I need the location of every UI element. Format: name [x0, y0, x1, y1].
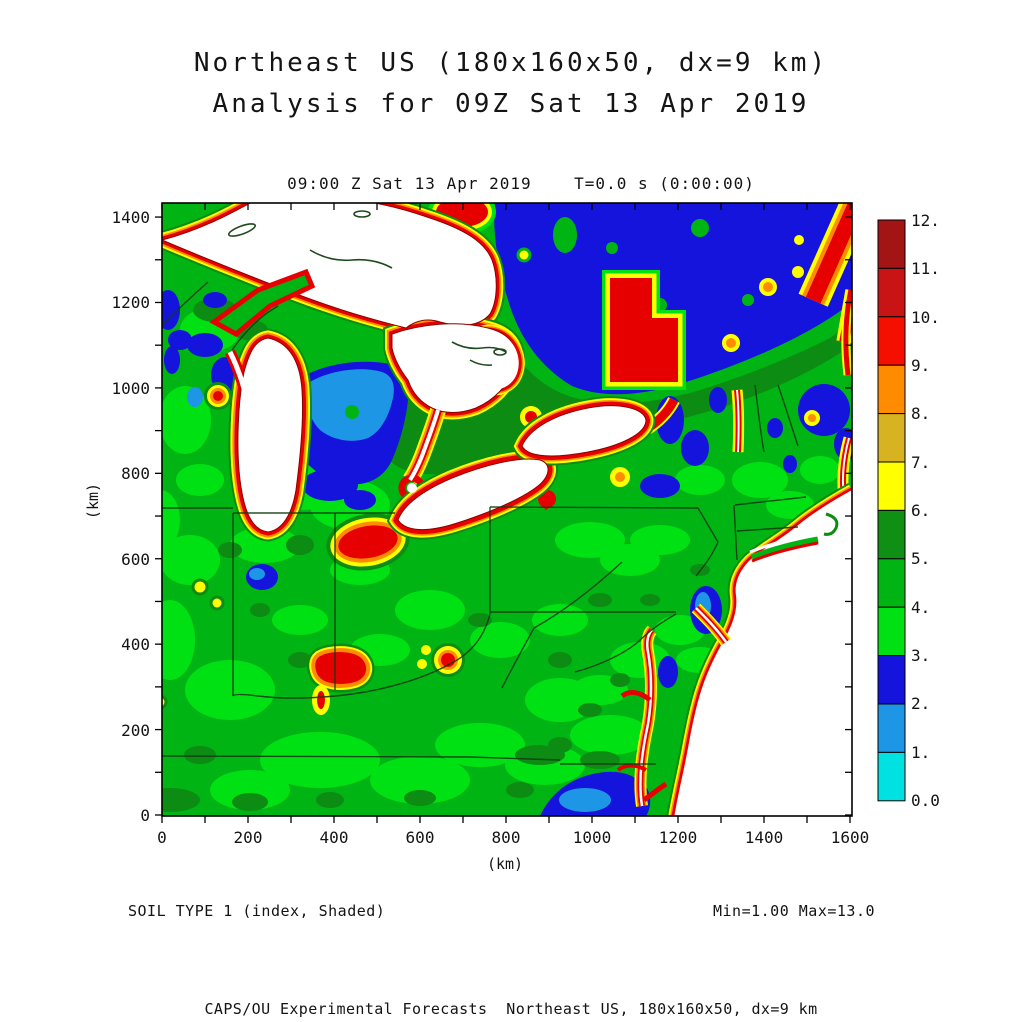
canada-blue-region: [494, 203, 852, 395]
cbar-label-3: 3.: [911, 646, 931, 665]
colorbar-seg-0-1: [877, 751, 906, 802]
keweenaw-peninsula: [209, 268, 316, 338]
y-tick-200: 200: [121, 721, 150, 740]
red-hotspots: [204, 203, 852, 715]
carolina-coast-blue: [540, 771, 651, 816]
field-caption: SOIL TYPE 1 (index, Shaded): [128, 902, 386, 920]
colorbar-seg-7-8: [877, 413, 906, 463]
y-tick-1200: 1200: [111, 293, 150, 312]
cbar-label-7: 7.: [911, 453, 931, 472]
colorbar-seg-4-5: [877, 558, 906, 608]
atlantic-coast: [616, 483, 852, 816]
colorbar-seg-2-3: [877, 655, 906, 705]
x-axis-label: (km): [486, 855, 524, 873]
x-tick-800: 800: [491, 828, 521, 847]
y-tick-1000: 1000: [111, 379, 150, 398]
x-tick-1200: 1200: [658, 828, 698, 847]
x-tick-1400: 1400: [744, 828, 784, 847]
colorbar-seg-6-7: [877, 461, 906, 511]
colorbar-seg-5-6: [877, 509, 906, 560]
x-tick-400: 400: [319, 828, 349, 847]
x-tick-200: 200: [233, 828, 263, 847]
cbar-label-9: 9.: [911, 356, 931, 375]
x-tick-0: 0: [157, 828, 167, 847]
colorbar: [877, 219, 906, 802]
map-canvas: [162, 203, 852, 816]
lower-michigan-soil: [289, 361, 409, 510]
plot-frame: [161, 202, 853, 817]
x-tick-1000: 1000: [572, 828, 612, 847]
y-tick-400: 400: [121, 635, 150, 654]
figure-title-line2: Analysis for 09Z Sat 13 Apr 2019: [212, 89, 810, 119]
cbar-label-1: 1.: [911, 743, 931, 762]
x-tick-600: 600: [405, 828, 435, 847]
state-boundaries: [162, 281, 807, 765]
shoreline-squiggles: [227, 210, 507, 366]
plot-subtitle: 09:00 Z Sat 13 Apr 2019 T=0.0 s (0:00:00…: [287, 174, 755, 193]
cbar-label-8: 8.: [911, 404, 931, 423]
cbar-label-6: 6.: [911, 501, 931, 520]
cbar-label-11: 11.: [911, 259, 940, 278]
y-tick-1400: 1400: [111, 208, 150, 227]
y-axis-label: (km): [84, 482, 103, 520]
credit-footer: CAPS/OU Experimental Forecasts Northeast…: [204, 1000, 818, 1018]
minmax-caption: Min=1.00 Max=13.0: [713, 902, 876, 920]
yellow-dots: [162, 235, 820, 710]
figure-title-line1: Northeast US (180x160x50, dx=9 km): [193, 48, 829, 78]
y-tick-600: 600: [121, 550, 150, 569]
colorbar-seg-1-2: [877, 703, 906, 753]
atlantic-ocean: [674, 490, 852, 816]
cbar-label-0: 0.0: [911, 791, 940, 810]
lake-white-fills: [162, 203, 647, 533]
colorbar-seg-11-12: [877, 219, 906, 269]
y-tick-0: 0: [140, 806, 150, 825]
x-tick-1600: 1600: [830, 828, 870, 847]
colorbar-seg-9-10: [877, 316, 906, 366]
axis-ticks: [155, 203, 852, 823]
cbar-label-5: 5.: [911, 549, 931, 568]
colorbar-seg-10-11: [877, 267, 906, 318]
y-tick-800: 800: [121, 464, 150, 483]
cbar-label-10: 10.: [911, 308, 940, 327]
cbar-label-2: 2.: [911, 694, 931, 713]
cbar-label-12: 12.: [911, 211, 940, 230]
colorbar-seg-8-9: [877, 364, 906, 415]
cbar-label-4: 4.: [911, 598, 931, 617]
colorbar-seg-3-4: [877, 606, 906, 657]
